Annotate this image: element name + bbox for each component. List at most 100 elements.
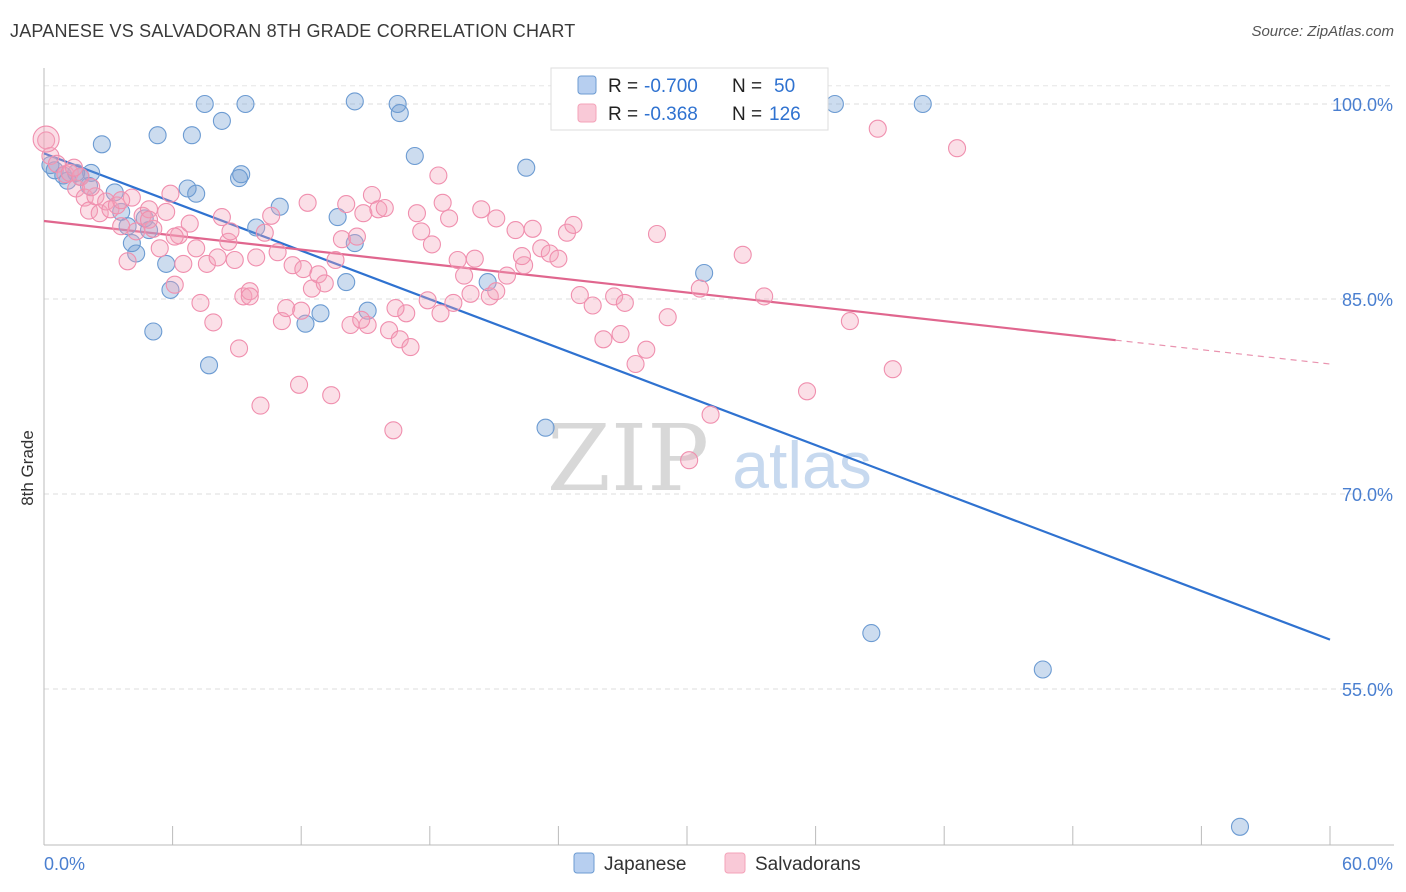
japanese-point — [118, 217, 137, 236]
salvadorans-point — [797, 382, 817, 401]
japanese-swatch — [577, 75, 597, 95]
salvadorans-point — [611, 325, 630, 344]
salvadorans-point — [532, 239, 551, 258]
salvadorans-point — [315, 274, 334, 293]
salvadorans-point — [332, 230, 351, 249]
trend-lines — [43, 152, 1331, 641]
salvadorans-point — [418, 291, 437, 310]
salvadorans-point — [455, 266, 474, 285]
salvadorans-point — [283, 256, 302, 275]
salvadorans-point — [247, 248, 266, 267]
salvadorans-point — [139, 210, 159, 229]
stats-legend: R = -0.700 N = 50 R = -0.368 N = 126 — [550, 67, 829, 131]
svg-text:126: 126 — [769, 104, 801, 125]
y-axis-title: 8th Grade — [18, 430, 37, 506]
salvadorans-point — [150, 239, 169, 258]
salvadorans-point — [626, 354, 645, 374]
salvadorans-point — [221, 222, 240, 241]
salvadorans-point — [86, 187, 105, 206]
salvadorans-point — [701, 405, 720, 424]
japanese-point — [862, 624, 881, 643]
salvadorans-point — [487, 209, 506, 228]
japanese-point — [92, 135, 111, 154]
y-tick-labels: 55.0% 70.0% 85.0% 100.0% — [1332, 95, 1393, 700]
salvadorans-point — [461, 284, 480, 303]
salvadorans-point — [948, 139, 967, 158]
japanese-point — [345, 92, 364, 111]
salvadorans-point — [540, 244, 559, 263]
legend-item-salvadorans[interactable]: Salvadorans — [724, 852, 861, 875]
japanese-point — [82, 163, 101, 182]
salvadorans-point — [82, 178, 101, 197]
salvadorans-point — [197, 254, 216, 273]
salvadorans-swatch — [577, 103, 597, 123]
salvadorans-point — [157, 202, 176, 221]
salvadorans-point — [277, 299, 296, 318]
salvadorans-point — [187, 239, 206, 258]
salvadorans-point — [191, 293, 210, 312]
svg-text:N =: N = — [732, 76, 762, 97]
japanese-point — [337, 273, 356, 292]
salvadorans-point — [118, 252, 137, 271]
salvadorans-trend-line — [43, 219, 1116, 342]
salvadorans-point — [251, 396, 270, 415]
salvadorans-point — [262, 206, 281, 225]
salvadorans-point — [397, 304, 416, 323]
y-tick-label: 85.0% — [1342, 290, 1393, 310]
salvadorans-point — [369, 200, 388, 219]
salvadorans-point — [512, 247, 532, 266]
japanese-point — [247, 218, 266, 237]
salvadorans-point — [294, 260, 313, 279]
japanese-point — [178, 179, 197, 198]
svg-text:R =: R = — [608, 104, 638, 125]
salvadorans-point — [883, 360, 902, 379]
salvadorans-point — [112, 191, 131, 210]
japanese-point — [390, 104, 409, 123]
salvadorans-point — [680, 451, 699, 470]
salvadorans-point — [487, 282, 506, 301]
salvadorans-point — [32, 125, 60, 153]
salvadorans-point — [658, 308, 677, 327]
series-legend: Japanese Salvadorans — [573, 852, 861, 875]
salvadorans-point — [225, 250, 244, 270]
salvadorans-point — [412, 222, 431, 241]
salvadorans-point — [298, 193, 317, 212]
salvadorans-point — [615, 293, 634, 312]
salvadorans-point — [268, 243, 287, 262]
salvadorans-trend-line-extension — [1115, 339, 1331, 365]
salvadorans-point — [429, 166, 448, 185]
y-tick-label: 55.0% — [1342, 680, 1393, 700]
japanese-point — [195, 94, 214, 114]
japanese-point — [311, 304, 330, 323]
japanese-point — [148, 126, 167, 145]
watermark-zip: ZIP — [547, 405, 709, 512]
salvadorans-point — [322, 386, 341, 405]
japanese-point — [144, 322, 163, 341]
salvadorans-point — [229, 339, 249, 358]
salvadorans-point — [497, 266, 517, 285]
japanese-point — [45, 161, 64, 180]
salvadorans-point — [444, 293, 463, 312]
salvadorans-point — [337, 195, 356, 214]
japanese-point — [405, 146, 424, 166]
salvadorans-point — [240, 282, 259, 301]
salvadorans-point — [64, 158, 84, 177]
salvadorans-point — [309, 265, 328, 284]
legend-item-japanese[interactable]: Japanese — [573, 852, 686, 875]
salvadorans-point — [433, 193, 452, 212]
japanese-point — [1230, 817, 1250, 836]
japanese-point — [1033, 660, 1052, 679]
salvadorans-point — [448, 250, 467, 270]
salvadorans-point — [690, 279, 709, 298]
salvadorans-point — [354, 204, 373, 223]
salvadorans-point — [440, 209, 459, 228]
japanese-point — [236, 94, 255, 114]
data-points — [32, 92, 1250, 836]
salvadorans-point — [472, 200, 491, 219]
salvadorans-point — [212, 208, 231, 227]
salvadorans-point — [290, 375, 309, 394]
japanese-point — [199, 356, 219, 375]
salvadorans-point — [375, 198, 394, 218]
salvadorans-point — [326, 250, 345, 270]
